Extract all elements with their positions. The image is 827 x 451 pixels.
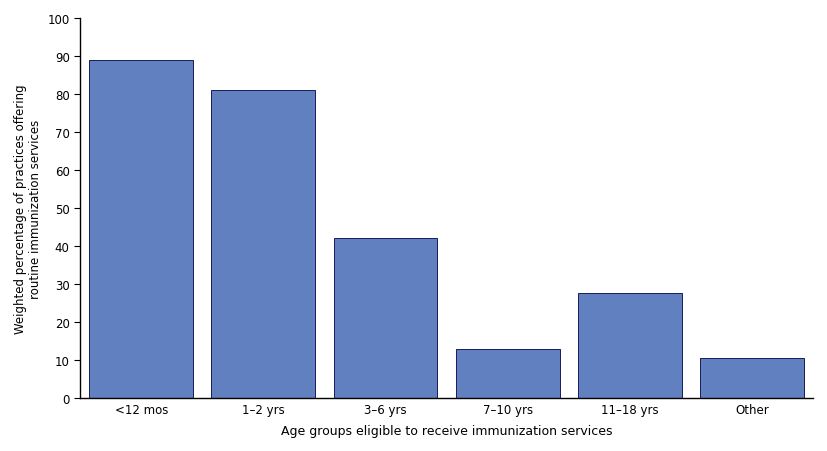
- Bar: [700, 358, 804, 398]
- Y-axis label: Weighted percentage of practices offering
routine immunization services: Weighted percentage of practices offerin…: [14, 84, 42, 333]
- Bar: [212, 91, 315, 398]
- Bar: [333, 239, 437, 398]
- Bar: [578, 294, 681, 398]
- Bar: [89, 60, 194, 398]
- X-axis label: Age groups eligible to receive immunization services: Age groups eligible to receive immunizat…: [281, 424, 612, 437]
- Bar: [456, 349, 560, 398]
